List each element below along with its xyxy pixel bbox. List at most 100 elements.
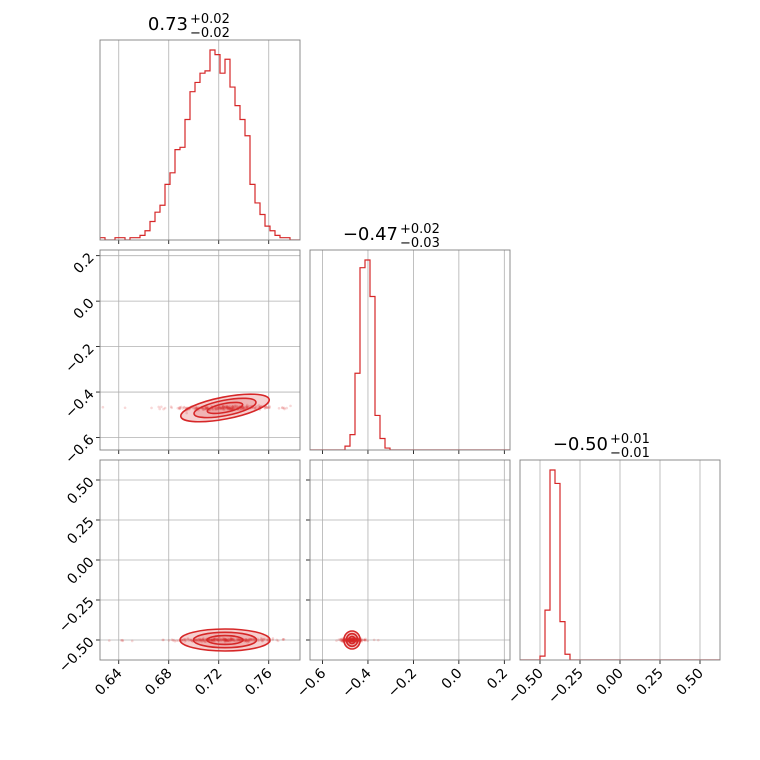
scatter-point	[223, 637, 226, 641]
scatter-point	[196, 638, 200, 642]
scatter-point	[222, 405, 225, 409]
scatter-point	[178, 407, 181, 411]
scatter-point	[250, 638, 253, 641]
scatter-point	[260, 639, 264, 643]
scatter-point	[351, 638, 355, 642]
scatter-point	[204, 406, 207, 410]
scatter-point	[237, 639, 240, 642]
scatter-point	[224, 638, 228, 642]
panel-title-plus: +0.01	[610, 432, 650, 447]
scatter-point	[351, 639, 354, 642]
scatter-point	[352, 638, 355, 641]
scatter-point	[349, 639, 352, 642]
scatter-point	[360, 639, 364, 642]
scatter-point	[230, 637, 234, 641]
scatter-point	[209, 639, 213, 642]
scatter-point	[281, 638, 285, 641]
scatter-point	[350, 638, 354, 642]
y-tick-label: 0.0	[71, 295, 98, 322]
scatter-point	[250, 637, 254, 641]
scatter-point	[246, 639, 249, 642]
scatter-point	[217, 638, 221, 642]
scatter-point	[213, 637, 216, 641]
scatter-point	[191, 406, 195, 410]
histogram-2	[520, 469, 720, 660]
scatter-point	[363, 638, 366, 642]
scatter-point	[178, 406, 182, 409]
scatter-point	[236, 638, 239, 642]
scatter-point	[268, 405, 271, 408]
scatter-point	[162, 638, 165, 642]
scatter-point	[234, 404, 237, 408]
scatter-point	[203, 640, 206, 644]
scatter-point	[229, 639, 233, 642]
scatter-point	[351, 637, 354, 641]
scatter-point	[350, 638, 354, 642]
scatter-point	[226, 637, 230, 641]
scatter-point	[216, 407, 220, 410]
scatter-point	[223, 638, 227, 642]
scatter-point	[213, 637, 217, 640]
y-tick-label: −0.2	[62, 341, 97, 376]
scatter-point	[235, 404, 239, 408]
scatter-point	[120, 639, 123, 642]
scatter-point	[352, 638, 355, 641]
scatter-point	[222, 638, 225, 641]
scatter-point	[245, 638, 249, 642]
scatter-point	[241, 406, 245, 409]
scatter-point	[185, 411, 188, 415]
scatter-point	[331, 637, 334, 640]
scatter-point	[170, 638, 174, 641]
scatter-point	[214, 407, 218, 410]
scatter-point	[237, 637, 240, 641]
x-tick-label: 0.25	[633, 666, 666, 699]
scatter-point	[267, 406, 270, 410]
scatter-point	[221, 638, 224, 642]
x-tick-label: 0.50	[673, 666, 706, 699]
scatter-point	[194, 638, 197, 642]
scatter-point	[199, 638, 202, 642]
scatter-point	[350, 639, 354, 642]
scatter-point	[231, 407, 234, 410]
scatter-point	[265, 406, 269, 409]
scatter-point	[170, 406, 173, 410]
x-tick-label: 0.72	[192, 666, 225, 699]
scatter-point	[265, 406, 269, 409]
scatter-point	[229, 407, 233, 411]
scatter-point	[349, 639, 353, 642]
scatter-point	[230, 406, 234, 409]
scatter-point	[351, 637, 355, 641]
x-tick-label: 0.0	[439, 666, 466, 693]
scatter-point	[233, 639, 237, 643]
scatter-point	[245, 406, 248, 409]
y-tick-label: −0.50	[56, 634, 98, 676]
scatter-point	[199, 638, 202, 642]
y-tick-label: −0.6	[62, 432, 97, 467]
scatter-point	[283, 407, 286, 411]
scatter-point	[157, 405, 161, 409]
scatter-point	[260, 638, 263, 642]
scatter-point	[219, 639, 223, 642]
scatter-point	[303, 407, 306, 410]
scatter-point	[223, 638, 227, 641]
scatter-point	[226, 639, 230, 642]
scatter-point	[227, 639, 230, 643]
scatter-point	[247, 638, 251, 642]
scatter-point	[216, 407, 220, 410]
contour-level	[206, 401, 244, 415]
scatter-point	[352, 639, 355, 643]
scatter-point	[245, 639, 248, 643]
scatter-point	[202, 639, 206, 643]
scatter-point	[221, 406, 225, 410]
scatter-point	[228, 407, 231, 411]
scatter-point	[199, 638, 203, 641]
scatter-point	[256, 404, 259, 408]
x-tick-label: −0.6	[294, 665, 329, 700]
scatter-point	[349, 638, 352, 642]
scatter-point	[207, 405, 210, 409]
scatter-point	[245, 405, 249, 409]
scatter-point	[229, 637, 233, 640]
scatter-point	[282, 406, 286, 410]
scatter-point	[210, 638, 214, 642]
scatter-point	[200, 639, 204, 642]
